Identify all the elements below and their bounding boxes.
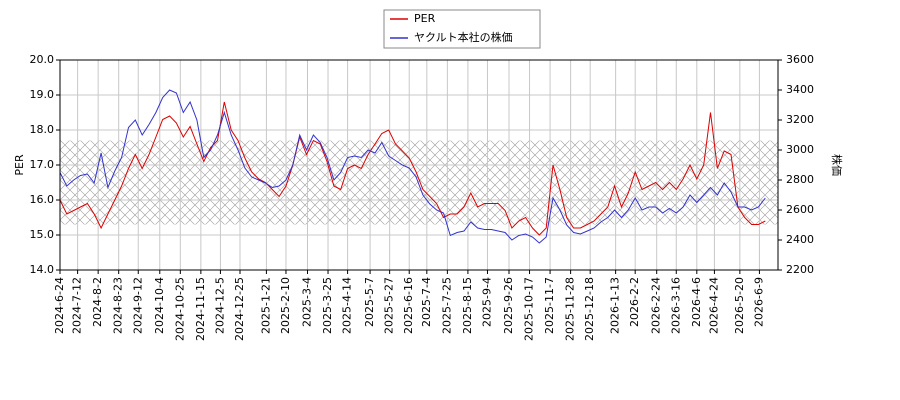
x-tick-label: 2025-5-7 — [363, 277, 376, 327]
x-tick-label: 2025-7-25 — [440, 277, 453, 334]
y2-axis-label: 株価 — [830, 154, 844, 176]
x-tick-label: 2026-4-24 — [707, 277, 720, 334]
x-tick-label: 2025-5-27 — [383, 277, 396, 334]
x-tick-label: 2024-8-23 — [112, 277, 125, 334]
x-tick-label: 2025-2-10 — [279, 277, 292, 334]
x-tick-label: 2025-4-14 — [341, 277, 354, 334]
y-axis-label: PER — [13, 154, 26, 176]
y2-tick-label: 2200 — [786, 263, 814, 276]
x-tick-label: 2026-4-6 — [690, 277, 703, 327]
x-tick-label: 2024-6-24 — [53, 277, 66, 334]
legend: PER ヤクルト本社の株価 — [383, 9, 541, 49]
x-tick-label: 2025-12-18 — [583, 277, 596, 341]
x-tick-label: 2025-3-4 — [300, 277, 313, 327]
x-tick-label: 2024-8-2 — [91, 277, 104, 327]
x-tick-label: 2025-7-4 — [420, 277, 433, 327]
y-tick-label: 15.0 — [30, 228, 55, 241]
x-tick-label: 2024-10-25 — [173, 277, 186, 341]
y2-tick-label: 3200 — [786, 113, 814, 126]
x-tick-label: 2025-11-7 — [543, 277, 556, 334]
y-tick-label: 17.0 — [30, 158, 55, 171]
y2-tick-label: 2600 — [786, 203, 814, 216]
y2-tick-label: 3000 — [786, 143, 814, 156]
legend-label: ヤクルト本社の株価 — [414, 30, 513, 44]
x-tick-label: 2025-9-4 — [480, 277, 493, 327]
x-tick-label: 2025-6-16 — [402, 277, 415, 334]
series-line — [59, 89, 766, 244]
x-tick-label: 2026-5-20 — [733, 277, 746, 334]
x-tick-label: 2024-10-4 — [153, 277, 166, 334]
y-tick-label: 20.0 — [30, 53, 55, 66]
x-tick-label: 2024-7-12 — [71, 277, 84, 334]
y-tick-label: 19.0 — [30, 88, 55, 101]
range-band — [60, 140, 778, 225]
y2-tick-label: 2400 — [786, 233, 814, 246]
y-tick-label: 16.0 — [30, 193, 55, 206]
y2-tick-label: 3600 — [786, 53, 814, 66]
y-tick-label: 18.0 — [30, 123, 55, 136]
x-tick-label: 2026-3-16 — [669, 277, 682, 334]
legend-label: PER — [414, 12, 436, 25]
x-tick-label: 2024-11-15 — [194, 277, 207, 341]
y2-tick-label: 3400 — [786, 83, 814, 96]
x-tick-label: 2025-11-28 — [564, 277, 577, 341]
x-tick-label: 2024-9-12 — [131, 277, 144, 334]
x-tick-label: 2025-9-26 — [502, 277, 515, 334]
x-tick-label: 2025-3-25 — [321, 277, 334, 334]
x-tick-label: 2025-10-17 — [523, 277, 536, 341]
series-line — [59, 101, 766, 236]
x-tick-label: 2025-8-15 — [461, 277, 474, 334]
x-tick-label: 2024-12-5 — [213, 277, 226, 334]
x-tick-label: 2026-2-24 — [650, 277, 663, 334]
plot-frame — [59, 59, 779, 271]
x-tick-label: 2024-12-25 — [233, 277, 246, 341]
x-tick-label: 2026-1-13 — [609, 277, 622, 334]
x-tick-label: 2025-1-21 — [259, 277, 272, 334]
legend-box — [383, 9, 541, 49]
y2-tick-label: 2800 — [786, 173, 814, 186]
x-tick-label: 2026-6-9 — [752, 277, 765, 327]
y-tick-label: 14.0 — [30, 263, 55, 276]
x-tick-label: 2026-2-2 — [628, 277, 641, 327]
